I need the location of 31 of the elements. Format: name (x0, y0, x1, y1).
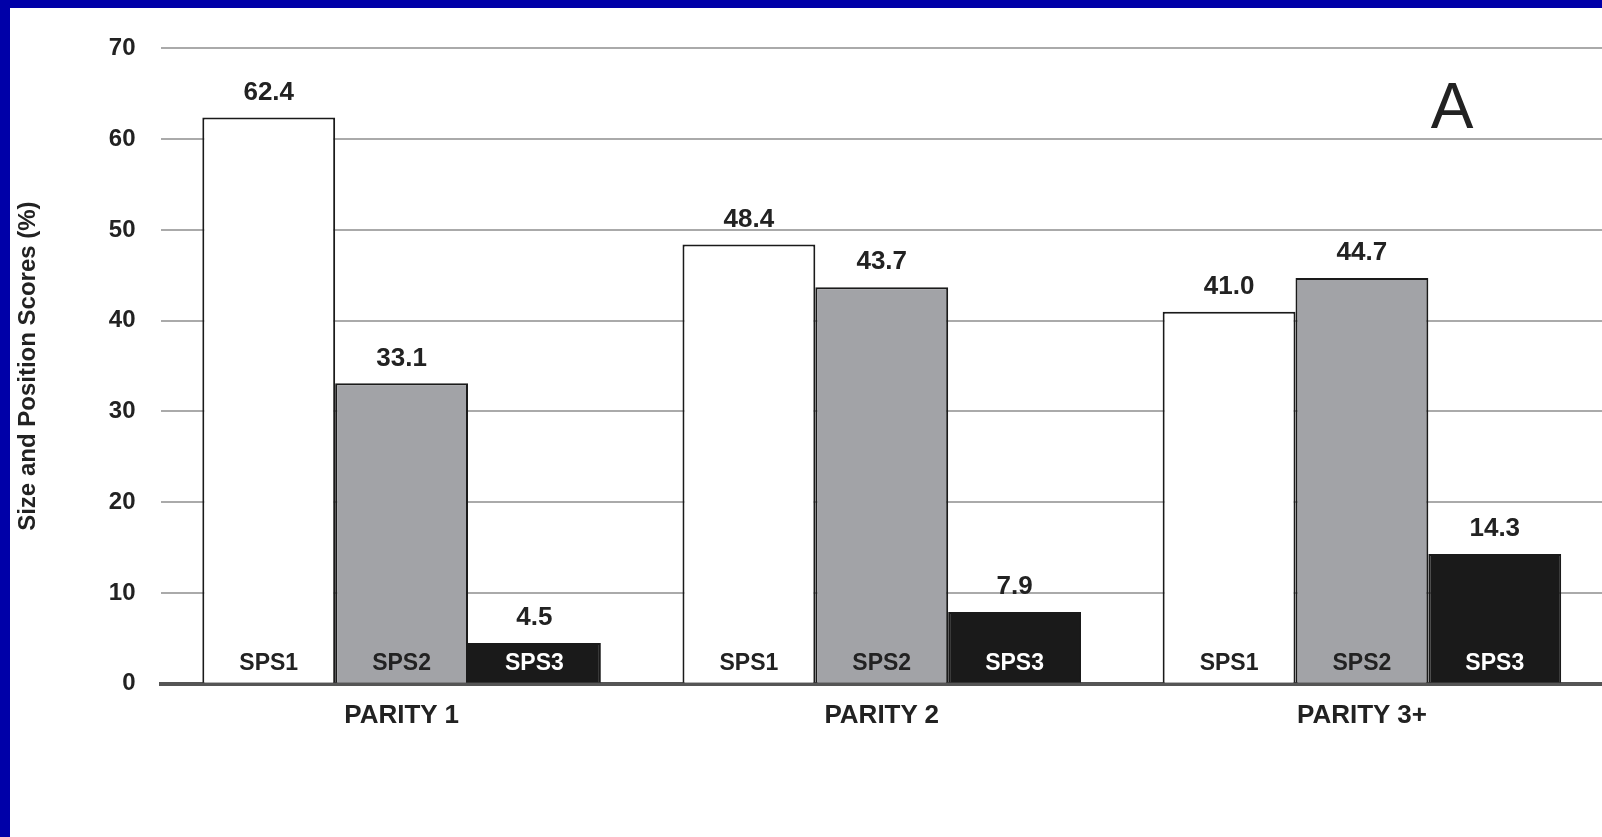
text: SPS1 (719, 648, 779, 675)
text: SPS2 (852, 648, 912, 675)
x-tick-label: PARITY 3+ (1297, 698, 1427, 729)
data-label: 43.7 (856, 245, 908, 276)
data-label: 62.4 (243, 75, 295, 106)
text: SPS3 (985, 648, 1045, 675)
text: SPS2 (1332, 648, 1392, 675)
data-label: 4.5 (516, 601, 553, 632)
text: SPS3 (1465, 648, 1525, 675)
y-tick-label: 20 (108, 486, 136, 514)
y-tick-label: 30 (108, 396, 136, 424)
y-tick-label: 50 (108, 214, 136, 242)
series-label: SPS3 (505, 648, 564, 675)
data-label: 14.3 (1469, 512, 1521, 543)
series-label: SPS1 (239, 648, 299, 675)
text: SPS1 (1199, 648, 1259, 675)
y-tick-label: 60 (108, 123, 136, 151)
y-tick-label: 70 (108, 33, 136, 61)
series-label: SPS2 (372, 648, 431, 675)
x-tick-label: PARITY 1 (344, 698, 459, 729)
data-label: 48.4 (723, 202, 775, 233)
data-label: 41.0 (1203, 269, 1255, 300)
y-tick-label: 10 (108, 577, 136, 605)
y-tick-label: 0 (122, 668, 136, 696)
y-tick-label: 40 (108, 305, 136, 333)
data-label: 7.9 (996, 570, 1033, 601)
data-label: 33.1 (376, 341, 427, 372)
y-axis-title: Size and Position Scores (%) (13, 201, 41, 531)
data-label: 44.7 (1336, 236, 1388, 267)
x-tick-label: PARITY 2 (824, 698, 940, 729)
annotation: A (1430, 70, 1474, 143)
